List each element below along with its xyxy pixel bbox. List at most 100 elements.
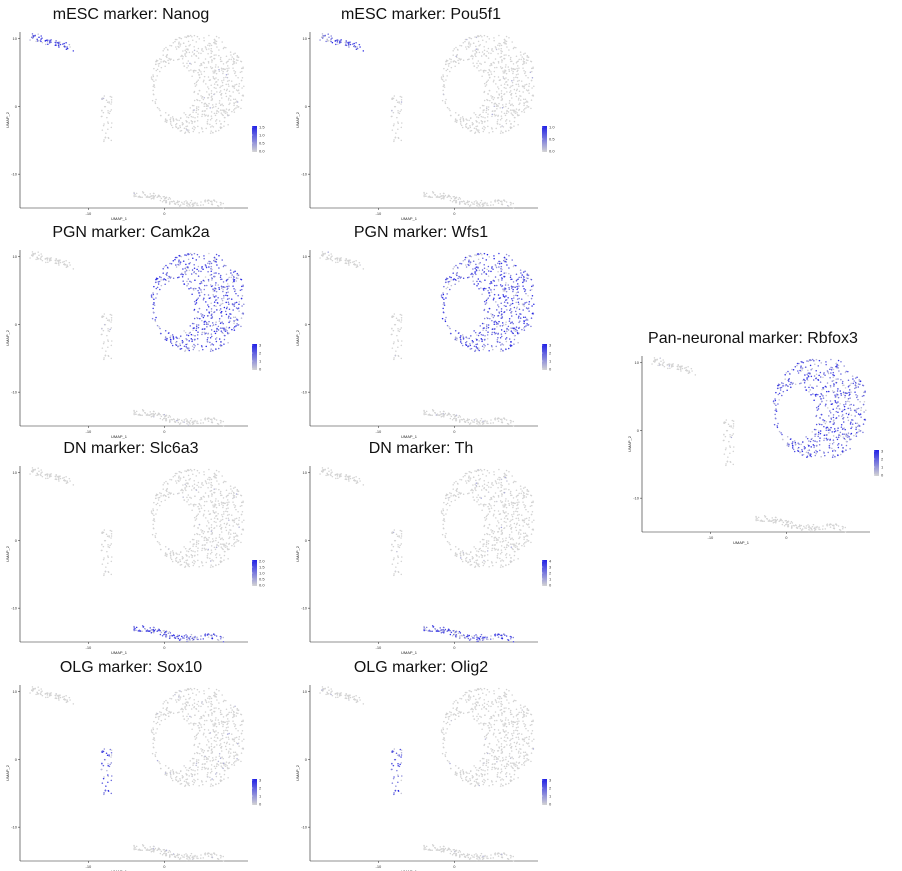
cell-point xyxy=(136,193,138,195)
cell-point xyxy=(214,289,216,291)
cell-point xyxy=(217,302,219,304)
cell-point xyxy=(214,39,216,41)
cell-point xyxy=(186,497,188,499)
cell-point xyxy=(218,503,220,505)
cell-point xyxy=(467,418,469,420)
cell-point xyxy=(206,285,208,287)
cell-point xyxy=(242,67,244,69)
cell-point xyxy=(209,479,211,481)
cell-point xyxy=(174,259,176,261)
cell-point xyxy=(513,421,515,423)
cell-point xyxy=(454,48,456,50)
cell-point xyxy=(490,71,492,73)
cell-point xyxy=(843,433,845,435)
cell-point xyxy=(836,395,838,397)
cell-point xyxy=(482,269,484,271)
cell-point xyxy=(193,565,195,567)
cell-point xyxy=(818,430,820,432)
cell-point xyxy=(478,288,480,290)
cell-point xyxy=(531,286,533,288)
cell-point xyxy=(502,76,504,78)
cell-point xyxy=(512,289,514,291)
cell-point xyxy=(224,555,226,557)
cell-point xyxy=(490,271,492,273)
cell-point xyxy=(467,200,469,202)
cell-point xyxy=(504,71,506,73)
cell-point xyxy=(816,359,818,361)
cell-point xyxy=(225,311,227,313)
cell-point xyxy=(818,423,820,425)
cell-point xyxy=(237,60,239,62)
cell-point xyxy=(496,49,498,51)
cell-point xyxy=(468,419,470,421)
cell-point xyxy=(486,317,488,319)
cell-point xyxy=(510,123,512,125)
cell-point xyxy=(483,46,485,48)
cell-point xyxy=(210,500,212,502)
cell-point xyxy=(479,262,481,264)
cell-point xyxy=(207,271,209,273)
cell-point xyxy=(194,561,196,563)
cell-point xyxy=(733,451,735,453)
cell-point xyxy=(814,451,816,453)
cell-point xyxy=(531,289,533,291)
cell-point xyxy=(530,71,532,73)
cell-point xyxy=(222,291,224,293)
cell-point xyxy=(37,251,39,253)
cell-point xyxy=(760,520,762,522)
legend-colorbar xyxy=(874,450,879,476)
cell-point xyxy=(514,307,516,309)
cell-point xyxy=(226,274,228,276)
cell-point xyxy=(107,110,109,112)
cell-point xyxy=(505,295,507,297)
cell-point xyxy=(476,255,478,257)
cell-point xyxy=(233,62,235,64)
cell-point xyxy=(243,520,245,522)
cell-point xyxy=(214,43,216,45)
cell-point xyxy=(478,117,480,119)
cell-point xyxy=(444,304,446,306)
cell-point xyxy=(470,422,472,424)
cell-point xyxy=(820,433,822,435)
cell-point xyxy=(238,519,240,521)
cell-point xyxy=(498,43,500,45)
cell-point xyxy=(212,132,214,134)
cell-point xyxy=(470,127,472,129)
cell-point xyxy=(836,411,838,413)
cell-point xyxy=(182,496,184,498)
cell-point xyxy=(526,277,528,279)
cell-point xyxy=(513,77,515,79)
cell-point xyxy=(202,544,204,546)
cell-point xyxy=(860,416,862,418)
cell-point xyxy=(504,58,506,60)
cell-point xyxy=(175,257,177,259)
cell-point xyxy=(220,327,222,329)
cell-point xyxy=(205,83,207,85)
cell-point xyxy=(486,326,488,328)
cell-point xyxy=(110,103,112,105)
cell-point xyxy=(206,323,208,325)
cell-point xyxy=(202,332,204,334)
cell-point xyxy=(837,439,839,441)
cell-point xyxy=(808,361,810,363)
cell-point xyxy=(224,307,226,309)
cell-point xyxy=(756,518,758,520)
cell-point xyxy=(476,266,478,268)
cell-point xyxy=(456,122,458,124)
cell-point xyxy=(202,314,204,316)
cell-point xyxy=(401,122,403,124)
cell-point xyxy=(855,394,857,396)
cell-point xyxy=(211,48,213,50)
cell-point xyxy=(234,302,236,304)
cell-point xyxy=(482,40,484,42)
cell-point xyxy=(154,319,156,321)
cell-point xyxy=(62,477,64,479)
cell-point xyxy=(33,254,35,256)
cell-point xyxy=(107,346,109,348)
cell-point xyxy=(489,308,491,310)
cell-point xyxy=(472,342,474,344)
cell-point xyxy=(836,437,838,439)
cell-point xyxy=(239,301,241,303)
cell-point xyxy=(774,398,776,400)
